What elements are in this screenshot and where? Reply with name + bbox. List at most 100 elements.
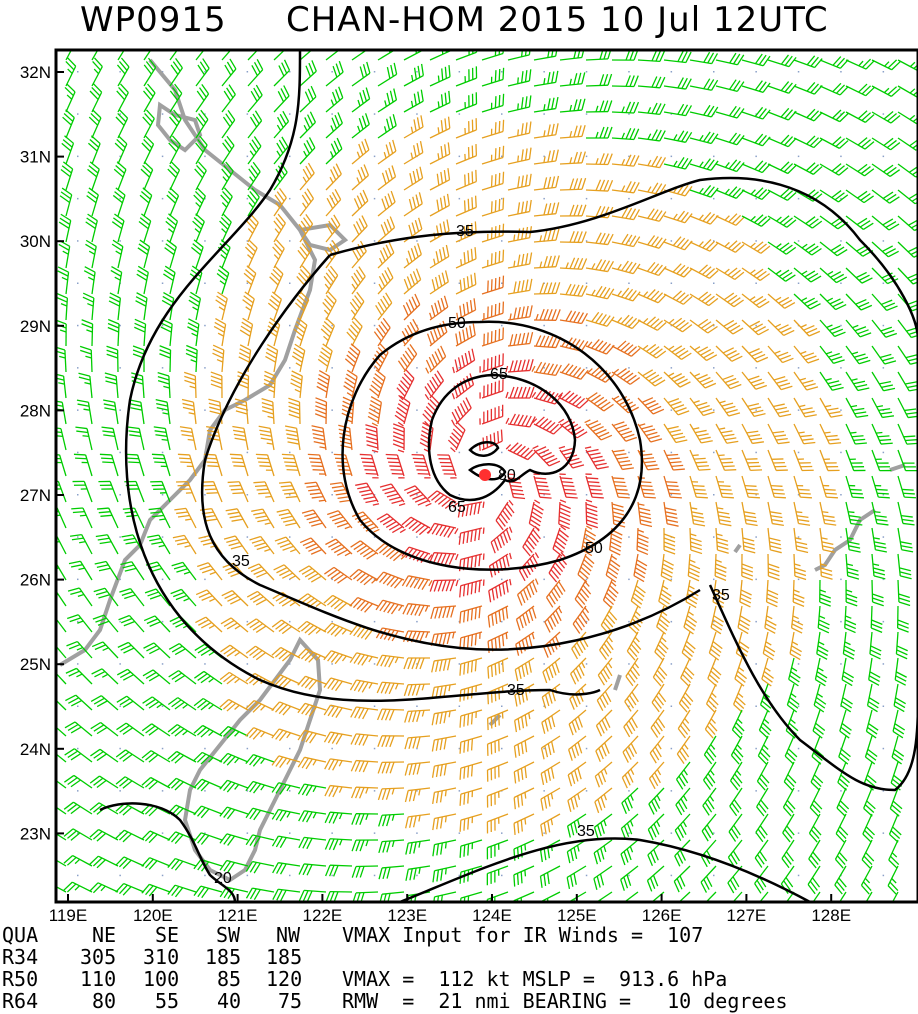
barb-feather — [168, 213, 178, 222]
grid-dot — [713, 451, 715, 454]
barb-feather — [148, 674, 160, 682]
grid-dot — [882, 282, 885, 284]
grid-dot — [840, 790, 842, 792]
barb-feather — [338, 86, 344, 98]
grid-dot — [373, 747, 376, 750]
barb-feather — [227, 835, 236, 846]
barb-feather — [245, 861, 254, 872]
barb-feather — [210, 383, 223, 389]
barb-feather — [386, 457, 399, 460]
wind-barb — [116, 722, 145, 737]
grid-dot — [755, 282, 757, 284]
barb-feather — [138, 220, 149, 230]
barb-half-feather — [183, 571, 191, 575]
barb-feather — [89, 802, 100, 811]
barb-feather — [276, 889, 283, 901]
wind-barb — [112, 187, 126, 217]
wind-barb — [97, 507, 119, 529]
grid-dot — [373, 282, 376, 284]
grid-dot — [246, 705, 249, 707]
barb-feather — [185, 352, 197, 359]
barb-half-feather — [185, 518, 192, 521]
barb-feather — [91, 668, 103, 675]
barb-shaft — [56, 645, 67, 659]
barb-feather — [302, 168, 310, 180]
barb-feather — [249, 535, 261, 541]
grid-dot — [77, 747, 79, 750]
barb-feather — [363, 465, 376, 468]
barb-feather — [219, 806, 228, 817]
barb-feather — [563, 488, 576, 491]
barb-feather — [144, 135, 154, 145]
barb-half-feather — [294, 388, 301, 393]
barb-feather — [148, 886, 158, 897]
wind-barb — [288, 397, 301, 425]
barb-feather — [297, 249, 306, 260]
grid-dot — [289, 832, 291, 834]
barb-half-feather — [318, 499, 326, 502]
barb-shaft — [559, 188, 583, 191]
barb-feather — [235, 406, 248, 411]
barb-half-feather — [66, 94, 73, 100]
grid-dot — [119, 790, 121, 792]
barb-feather — [185, 348, 198, 355]
barb-feather — [226, 135, 235, 146]
barb-feather — [219, 220, 229, 230]
barb-half-feather — [276, 124, 282, 131]
grid-dot — [713, 578, 715, 581]
barb-feather — [588, 484, 601, 488]
barb-feather — [102, 430, 115, 434]
barb-feather — [180, 430, 193, 434]
barb-feather — [174, 754, 185, 764]
barb-feather — [273, 564, 285, 571]
grid-dot — [882, 620, 885, 623]
wind-barb — [219, 671, 249, 685]
grid-dot — [373, 197, 376, 200]
grid-dot — [840, 324, 842, 327]
wind-barb — [56, 726, 67, 737]
barb-feather — [248, 239, 258, 249]
barb-feather — [170, 588, 182, 595]
grid-dot — [373, 536, 376, 538]
barb-half-feather — [249, 150, 255, 157]
grid-dot — [289, 367, 291, 369]
grid-dot — [713, 874, 715, 877]
barb-feather — [255, 84, 263, 96]
barb-feather — [69, 617, 82, 623]
grid-dot — [289, 113, 291, 115]
barb-feather — [182, 406, 195, 411]
barb-feather — [149, 594, 162, 600]
barb-feather — [200, 782, 210, 792]
wind-barb — [245, 645, 275, 661]
barb-feather — [226, 87, 234, 99]
barb-feather — [253, 809, 262, 821]
barb-feather — [163, 273, 174, 281]
barb-feather — [117, 112, 127, 123]
barb-feather — [282, 488, 295, 491]
barb-feather — [215, 317, 226, 325]
grid-dot — [543, 451, 545, 454]
barb-feather — [168, 643, 180, 650]
barb-feather — [282, 110, 290, 122]
wind-barb — [265, 343, 279, 373]
barb-feather — [283, 59, 291, 71]
barb-feather — [122, 700, 134, 708]
barb-half-feather — [58, 382, 65, 385]
wind-barb — [137, 239, 151, 269]
barb-feather — [227, 110, 236, 121]
barb-feather — [130, 407, 143, 411]
barb-shaft — [90, 349, 93, 373]
barb-half-feather — [295, 362, 302, 367]
barb-feather — [219, 671, 230, 681]
barb-feather — [96, 726, 108, 735]
grid-dot — [755, 113, 757, 115]
grid-dot — [713, 324, 715, 327]
grid-dot — [840, 282, 842, 284]
barb-half-feather — [264, 548, 271, 552]
barb-feather — [118, 614, 130, 621]
wind-barb — [64, 721, 93, 737]
barb-feather — [231, 457, 243, 460]
barb-feather — [254, 542, 266, 547]
barb-feather — [42, 614, 53, 617]
barb-feather — [115, 856, 125, 866]
